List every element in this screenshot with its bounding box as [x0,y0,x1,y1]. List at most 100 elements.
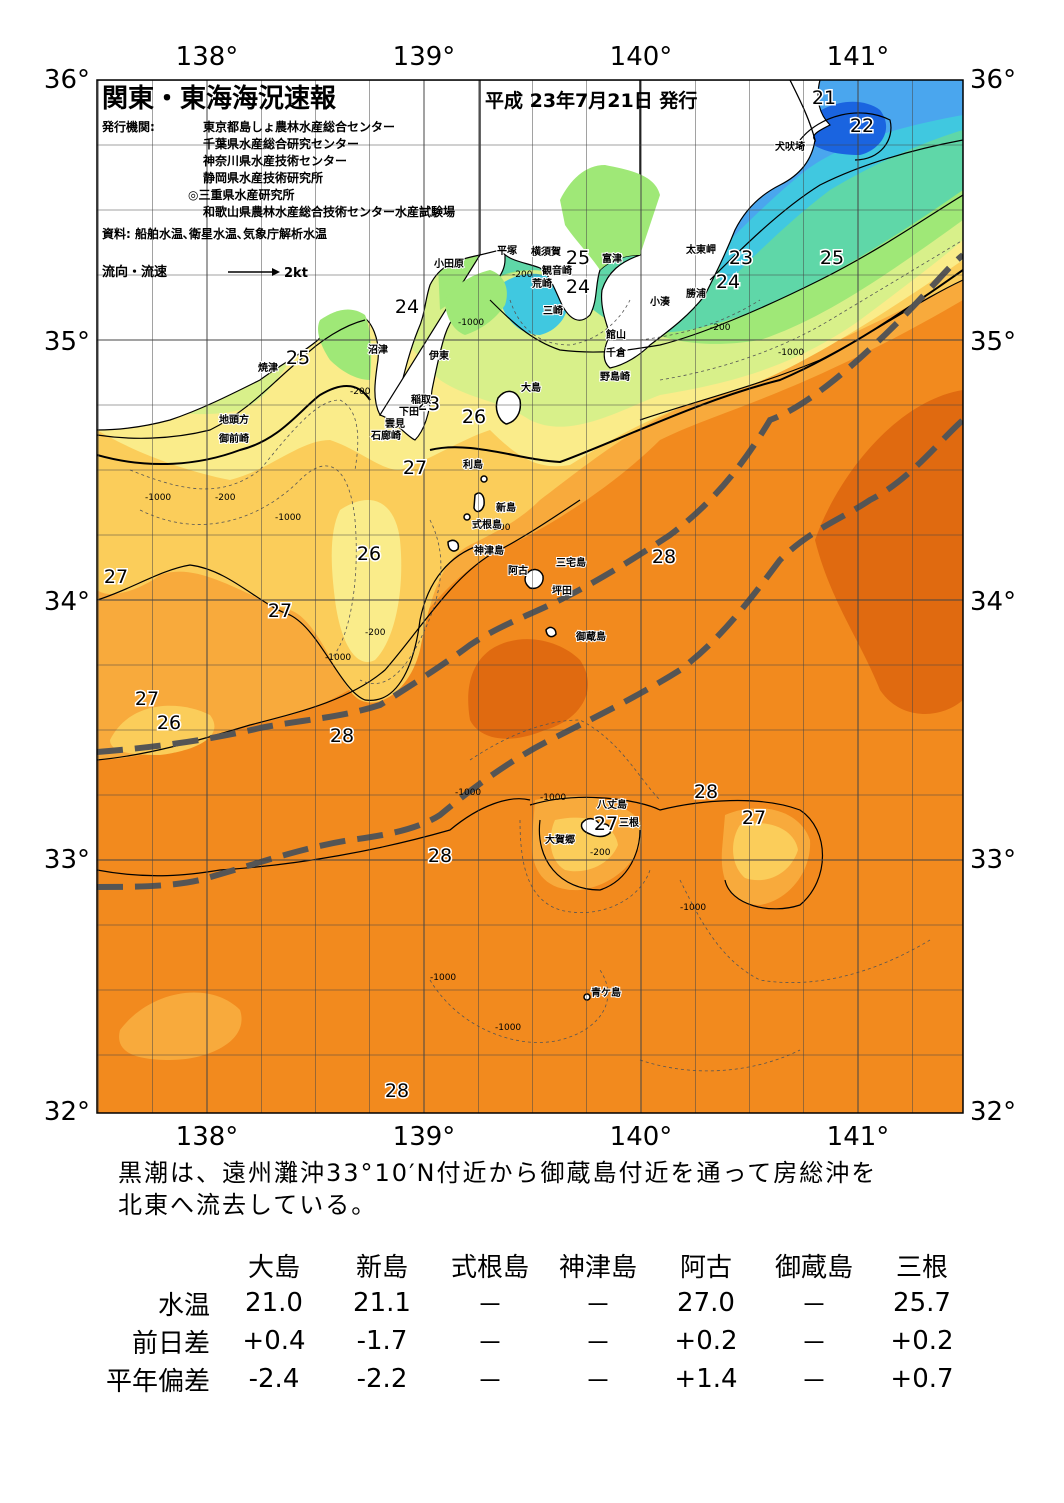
place-label: 阿古 [508,564,528,577]
depth-label: -200 [365,628,386,638]
table-cell: +0.2 [890,1326,954,1356]
table-cell: 21.1 [353,1288,411,1318]
table-cell: － [476,1290,503,1321]
depth-label: -1000 [455,788,481,798]
depth-1000-boso [659,239,963,381]
summary-line-1: 黒潮は、遠州灘沖33°10′N付近から御蔵島付近を通って房総沖を [118,1159,878,1187]
temp-label: 28 [330,725,354,747]
map-header: 関東・東海海況速報 平成 23年7月21日 発行 発行機関: 東京都島しょ農林水… [101,84,697,281]
island-oshima [495,390,522,425]
temp-label: 28 [428,845,452,867]
lat-label-32-right: 32° [970,1097,1016,1127]
place-label: 大賀郷 [545,833,575,846]
flow-legend-label: 流向・流速 [102,264,167,280]
lat-labels-right: 36° 35° 34° 33° 32° [970,65,1016,1127]
place-label: 野島崎 [600,370,630,383]
temp-label: 24 [395,296,419,318]
place-label: 小田原 [433,257,464,270]
land-tint-izu [318,309,372,380]
publisher-4: ◎三重県水産研究所 [188,187,294,202]
depth-labels: -200 -200 -200 -200 -200 -200 -200 -1000… [145,270,804,1033]
lat-label-33-left: 33° [44,845,90,875]
table-cell: － [584,1290,611,1321]
depth-label: -1000 [145,493,171,503]
column-header: 三根 [895,1252,948,1283]
temp-label: 26 [357,543,381,565]
depth-label: -1000 [325,653,351,663]
sea-29-east [815,390,963,714]
sea-29-center [468,639,588,739]
depth-label: -200 [490,523,511,533]
place-label: 観音崎 [542,264,572,277]
table-cell: － [476,1366,503,1397]
publisher-3: 静岡県水産技術研究所 [203,170,323,185]
column-header: 阿古 [679,1252,732,1283]
kuroshio-summary: 黒潮は、遠州灘沖33°10′N付近から御蔵島付近を通って房総沖を 北東へ流去して… [118,1157,998,1221]
lon-label-140-bottom: 140° [610,1122,673,1152]
island-niijima [473,492,485,513]
isotherm-25 [97,319,366,439]
table-cell: 27.0 [677,1288,735,1318]
island-hachijo [580,817,612,838]
island-toshima [480,475,488,483]
graticule [97,80,963,1113]
depth-label: -1000 [680,903,706,913]
temp-label: 25 [820,247,844,269]
place-label: 荒崎 [531,277,552,290]
depth-200-west [129,399,359,490]
place-label: 焼津 [258,361,278,374]
table-cell: － [800,1366,827,1397]
depth-label: -200 [350,387,371,397]
temp-label: 27 [742,807,766,829]
column-header: 新島 [355,1252,408,1283]
temp-label: 27 [403,457,427,479]
summary-line-2: 北東へ流去している。 [118,1191,378,1219]
depth-200-boso [639,299,761,341]
issue-date: 平成 23年7月21日 発行 [485,89,697,112]
place-label: 伊東 [428,349,449,362]
table-row: 前日差 +0.4 -1.7 － － +0.2 － +0.2 [90,1322,976,1360]
row-header: 前日差 [131,1328,210,1359]
land-tint-izu2 [445,270,507,335]
publisher-1: 千葉県水産総合研究センター [203,136,359,151]
place-label: 御蔵島 [575,630,606,643]
lon-label-139-top: 139° [393,42,456,72]
temp-label: 22 [850,115,874,137]
place-label: 三宅島 [556,556,586,569]
place-label: 式根島 [472,518,502,531]
isotherm-27 [97,499,581,761]
lat-labels-left: 36° 35° 34° 33° 32° [44,65,90,1127]
temp-label: 28 [652,546,676,568]
lat-label-32-left: 32° [44,1097,90,1127]
place-label: 富津 [602,252,622,265]
table-cell: 25.7 [893,1288,951,1318]
table-row: 水温 21.0 21.1 － － 27.0 － 25.7 [90,1284,976,1322]
table-cell: － [476,1328,503,1359]
lat-label-35-right: 35° [970,327,1016,357]
place-label: 坪田 [552,584,572,597]
column-header: 大島 [247,1252,300,1283]
island-shikine [463,513,471,521]
column-header: 御蔵島 [774,1252,853,1283]
place-label: 地頭方 [219,413,249,426]
depth-contours [129,239,963,1072]
place-label: 神津島 [474,544,504,557]
lat-label-34-left: 34° [44,587,90,617]
temp-label: 27 [594,813,618,835]
island-miyake [524,568,544,590]
place-label: 利島 [463,458,483,471]
place-label: 小湊 [649,295,671,308]
place-label: 沼津 [368,343,388,356]
temp-label: 21 [812,87,836,109]
temp-label: 26 [157,712,181,734]
flow-scale: 2kt [284,266,308,281]
isotherm-26 [97,544,481,701]
isotherm-21 [799,112,892,161]
table-cell: -2.2 [356,1364,408,1394]
publisher-0: 東京都島しょ農林水産総合センター [203,119,395,134]
depth-label: -1000 [495,1023,521,1033]
map-frame [96,79,964,1114]
table-cell: -2.4 [248,1364,300,1394]
land-tint-miura [560,165,660,270]
